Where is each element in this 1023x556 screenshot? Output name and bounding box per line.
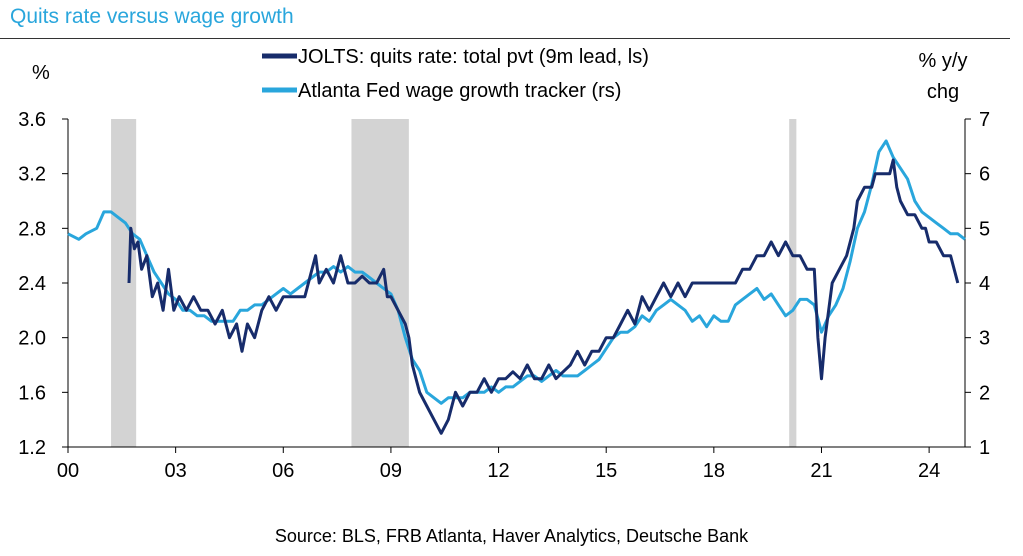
right-tick-label: 4 — [979, 273, 990, 295]
left-tick-label: 2.0 — [18, 328, 46, 350]
x-tick-label: 06 — [272, 460, 294, 482]
quits-rate-line — [127, 158, 960, 435]
recession-band-1 — [351, 119, 409, 447]
left-tick-label: 3.2 — [18, 164, 46, 186]
x-tick-label: 15 — [595, 460, 617, 482]
left-axis-unit: % — [32, 62, 50, 84]
chart-title: Quits rate versus wage growth — [10, 5, 294, 28]
x-tick-label: 21 — [810, 460, 832, 482]
right-tick-label: 2 — [979, 382, 990, 404]
recession-bands — [111, 119, 797, 447]
x-tick-label: 09 — [380, 460, 402, 482]
left-tick-label: 1.2 — [18, 437, 46, 459]
x-tick-label: 12 — [487, 460, 509, 482]
left-tick-label: 1.6 — [18, 382, 46, 404]
recession-band-2 — [789, 119, 797, 447]
right-tick-label: 5 — [979, 218, 990, 240]
x-tick-label: 00 — [57, 460, 79, 482]
legend-label-quits: JOLTS: quits rate: total pvt (9m lead, l… — [298, 46, 649, 68]
tick-marks — [62, 118, 971, 453]
right-axis-unit-line2: chg — [927, 81, 959, 103]
left-tick-label: 2.8 — [18, 218, 46, 240]
x-tick-label: 03 — [165, 460, 187, 482]
x-tick-label: 24 — [918, 460, 940, 482]
wage-growth-line — [67, 139, 966, 405]
series-lines — [67, 139, 966, 435]
x-tick-label: 18 — [703, 460, 725, 482]
legend-label-wages: Atlanta Fed wage growth tracker (rs) — [298, 80, 621, 102]
right-tick-label: 3 — [979, 328, 990, 350]
legend: JOLTS: quits rate: total pvt (9m lead, l… — [262, 46, 649, 102]
left-tick-label: 2.4 — [18, 273, 46, 295]
left-tick-label: 3.6 — [18, 109, 46, 131]
title-rule — [0, 38, 1010, 39]
right-tick-label: 6 — [979, 164, 990, 186]
right-tick-label: 1 — [979, 437, 990, 459]
axes — [67, 119, 966, 448]
source-note: Source: BLS, FRB Atlanta, Haver Analytic… — [274, 526, 749, 546]
recession-band-0 — [111, 119, 137, 447]
right-tick-label: 7 — [979, 109, 990, 131]
right-axis-unit-line1: % y/y — [919, 50, 968, 72]
